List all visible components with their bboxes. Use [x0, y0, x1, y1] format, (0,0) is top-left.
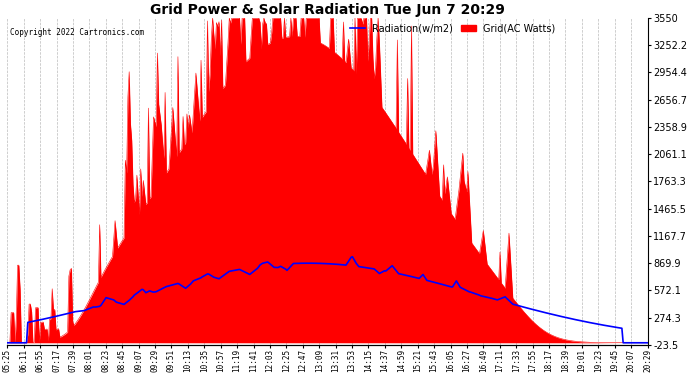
Title: Grid Power & Solar Radiation Tue Jun 7 20:29: Grid Power & Solar Radiation Tue Jun 7 2…: [150, 3, 505, 17]
Text: Copyright 2022 Cartronics.com: Copyright 2022 Cartronics.com: [10, 28, 145, 37]
Legend: Radiation(w/m2), Grid(AC Watts): Radiation(w/m2), Grid(AC Watts): [346, 20, 560, 38]
